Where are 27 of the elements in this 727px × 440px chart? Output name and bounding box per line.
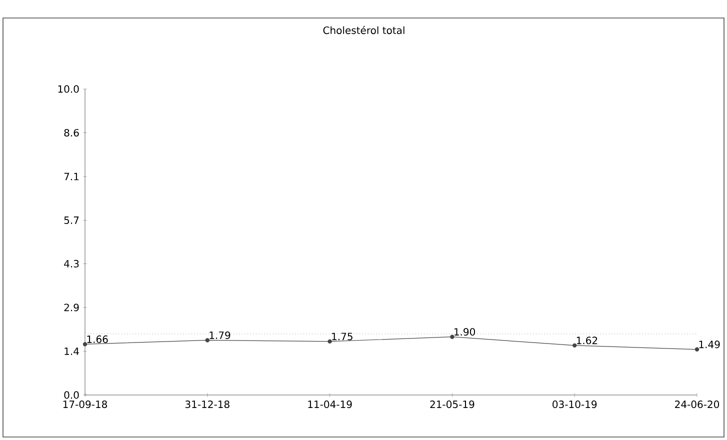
x-tick-label: 17-09-18 bbox=[63, 400, 108, 408]
point bbox=[205, 338, 210, 342]
y-tick-label: 8.6 bbox=[64, 128, 79, 137]
data-label: 1.75 bbox=[332, 332, 352, 340]
y-tick-label: 1.4 bbox=[64, 348, 79, 355]
y-tick-label: 0.0 bbox=[64, 391, 79, 399]
data-label: 1.49 bbox=[699, 340, 720, 348]
x-tick-label: 11-04-19 bbox=[308, 400, 352, 408]
point bbox=[450, 334, 454, 339]
point bbox=[328, 339, 332, 344]
y-tick-label: 4.3 bbox=[64, 260, 79, 268]
x-tick-label: 03-10-19 bbox=[552, 400, 597, 408]
chart-title: Cholestérol total bbox=[323, 26, 404, 34]
x-tick-label: 31-12-18 bbox=[185, 400, 230, 408]
data-label: 1.62 bbox=[576, 336, 598, 344]
x-tick-label: 21-05-19 bbox=[430, 400, 474, 408]
y-tick-label: 10.0 bbox=[58, 85, 79, 93]
y-tick-label: 5.7 bbox=[64, 216, 79, 224]
data-label: 1.79 bbox=[210, 331, 230, 340]
point bbox=[694, 347, 700, 352]
x-tick-label: 24-06-20 bbox=[675, 400, 720, 408]
y-tick-label: 2.9 bbox=[64, 304, 79, 312]
point bbox=[572, 343, 577, 348]
data-label: 1.66 bbox=[87, 335, 108, 344]
data-label: 1.90 bbox=[454, 328, 476, 336]
point bbox=[82, 342, 88, 346]
y-tick-label: 7.1 bbox=[64, 172, 79, 180]
